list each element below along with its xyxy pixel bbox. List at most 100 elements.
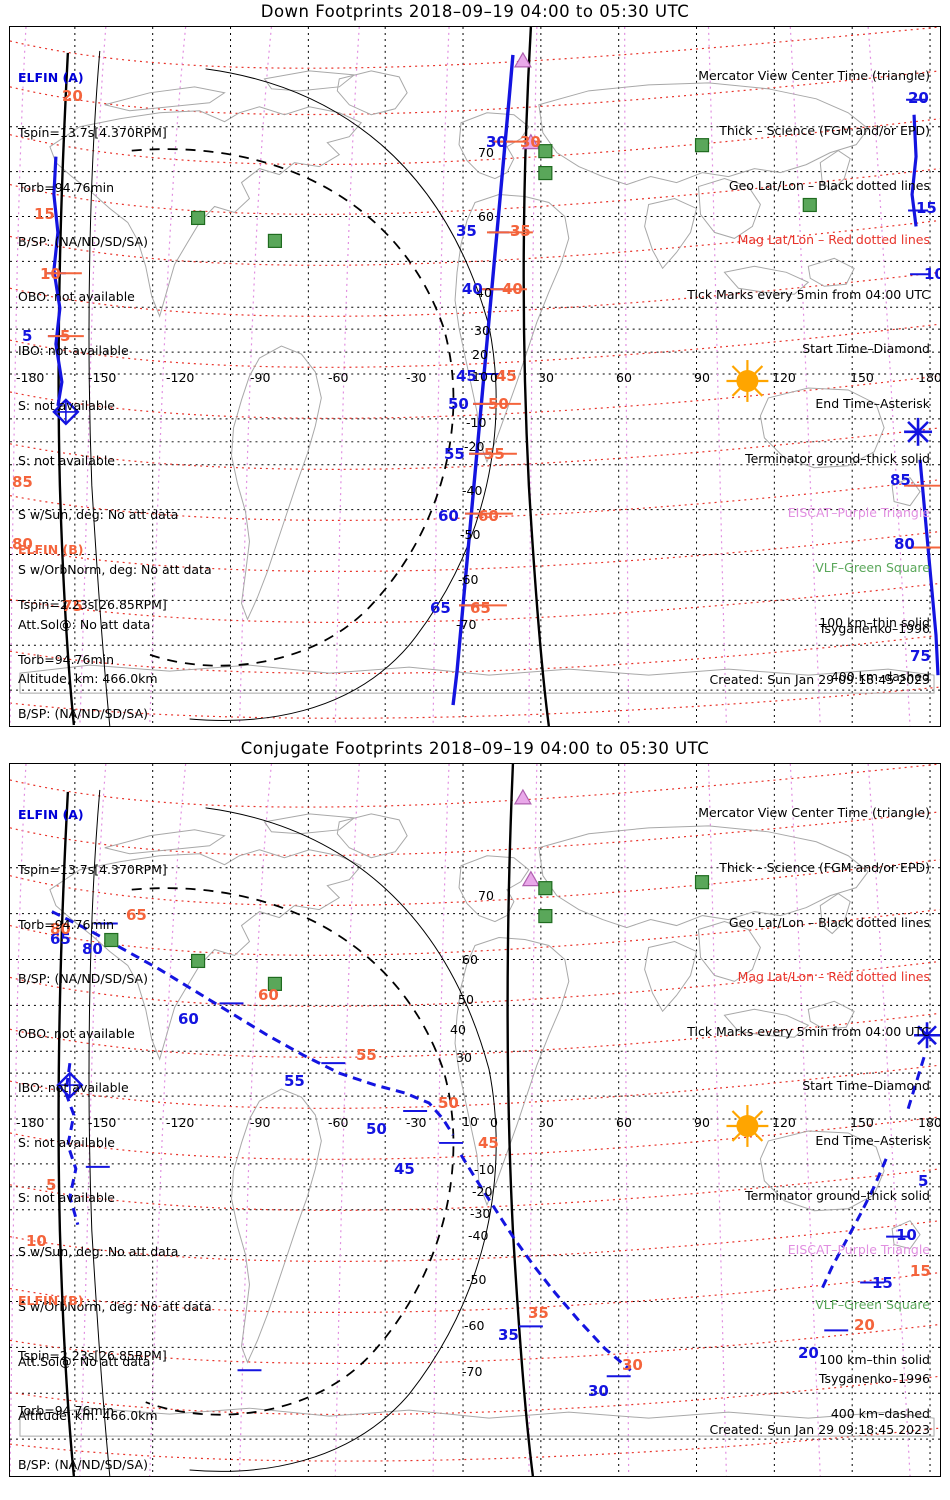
time-tick-blue-10-conj: 10 — [896, 1226, 917, 1244]
lon-label-m90: -90 — [250, 370, 271, 385]
elfin-a-heading: ELFIN (A) — [18, 70, 84, 86]
elfin-b-line-1: Torb=94.76min — [18, 651, 115, 667]
legend-item-7: Terminator ground–thick solid — [745, 450, 930, 466]
start-time-diamond-marker-conj — [56, 1071, 84, 1099]
elfin-a-line-8: S w/OrbNorm, deg: No att data — [18, 561, 212, 577]
lon-label-120: 120 — [772, 370, 796, 385]
elfin-a-heading-conj: ELFIN (A) — [18, 807, 84, 823]
time-tick-blue-65: 65 — [430, 599, 451, 617]
legend-item-5: Start Time–Diamond — [802, 341, 930, 357]
legend-conj-item-10: 100 km–thin solid — [819, 1351, 930, 1367]
time-tick-red-15-conj: 15 — [910, 1262, 931, 1280]
lat-label-60: 60 — [478, 209, 494, 224]
legend-conj-item-4: Tick Marks every 5min from 04:00 UTC — [687, 1023, 930, 1039]
time-tick-blue-35-conj: 35 — [498, 1326, 519, 1344]
lon-label-30-conj: 30 — [538, 1115, 554, 1130]
lon-label-m30-conj: -30 — [406, 1115, 427, 1130]
legend-conj-item-1: Thick – Science (FGM and/or EPD) — [719, 860, 930, 876]
lat-label-50-conj: 50 — [458, 992, 474, 1007]
time-tick-red-60: 60 — [478, 507, 499, 525]
lat-label-m70: -70 — [456, 617, 477, 632]
eiscat-purple-triangle — [513, 51, 540, 150]
legend-item-11: 400 km–dashed — [830, 669, 930, 685]
elfin-a-conj-line-7: S w/Sun, deg: No att data — [18, 1244, 179, 1260]
time-tick-red-85: 85 — [12, 473, 33, 491]
terminator-ground-conj — [57, 764, 535, 1476]
lat-label-40-conj: 40 — [450, 1022, 466, 1037]
lon-label-90: 90 — [694, 370, 710, 385]
time-tick-blue-5: 5 — [22, 327, 33, 345]
legend-conj-item-6: End Time–Asterisk — [815, 1133, 930, 1149]
lon-label-90-conj: 90 — [694, 1115, 710, 1130]
time-tick-red-55: 55 — [484, 445, 505, 463]
lon-label-180-conj: 180 — [918, 1115, 941, 1130]
time-tick-blue-40: 40 — [462, 280, 483, 298]
time-tick-blue-55-conj: 55 — [284, 1072, 305, 1090]
footer-conj-model: Tsyganenko–1996 — [818, 1371, 930, 1386]
legend-item-9: VLF–Green Square — [815, 559, 930, 575]
time-tick-red-45-conj: 45 — [478, 1134, 499, 1152]
lon-label-m150-conj: -150 — [88, 1115, 117, 1130]
elfin-b-heading: ELFIN (B) — [18, 542, 84, 558]
lat-label-40: 40 — [476, 285, 492, 300]
lon-label-0-conj: 0 — [490, 1115, 498, 1130]
footer-block-conj: Tsyganenko–1996 Created: Sun Jan 29 09:1… — [710, 1336, 930, 1472]
lon-label-m60: -60 — [328, 370, 349, 385]
elfin-a-conj-line-0: Tspin=13.7s[4.370RPM] — [18, 862, 167, 878]
lat-label-m20: -20 — [464, 439, 485, 454]
time-tick-red-50-conj: 50 — [438, 1094, 459, 1112]
terminator-100km-conj — [88, 789, 497, 1476]
panel-conjugate-map-frame: 70 60 50 40 30 10 -10 -20 -30 -40 -50 -6… — [9, 763, 941, 1477]
lat-label-m50-conj: -50 — [466, 1272, 487, 1287]
elfin-a-line-2: B/SP: (NA/ND/SD/SA) — [18, 234, 148, 250]
time-tick-blue-30: 30 — [486, 133, 507, 151]
time-tick-red-20: 20 — [62, 87, 83, 105]
legend-item-1: Thick – Science (FGM and/or EPD) — [719, 123, 930, 139]
time-tick-blue-15r: 15 — [916, 199, 937, 217]
time-tick-red-55-conj: 55 — [356, 1046, 377, 1064]
lon-label-60: 60 — [616, 370, 632, 385]
time-tick-marks-conj — [85, 922, 911, 1378]
legend-conj-item-11: 400 km–dashed — [830, 1406, 930, 1422]
time-tick-red-10-conj: 10 — [26, 1232, 47, 1250]
lat-label-60-conj: 60 — [462, 952, 478, 967]
time-tick-red-15: 15 — [34, 205, 55, 223]
time-tick-red-5-conj: 5 — [46, 1176, 57, 1194]
time-tick-blue-20-conj: 20 — [798, 1344, 819, 1362]
time-tick-blue-50: 50 — [448, 395, 469, 413]
lat-label-m60: -60 — [458, 572, 479, 587]
mag-longitude-lines-conj — [10, 764, 911, 1476]
elfin-a-conj-line-2: B/SP: (NA/ND/SD/SA) — [18, 971, 148, 987]
legend-conj-item-0: Mercator View Center Time (triangle) — [698, 805, 930, 821]
footer-conj-created: Created: Sun Jan 29 09:18:45 2023 — [709, 1422, 930, 1437]
legend-conj-item-8: EISCAT–Purple Triangle — [787, 1242, 930, 1258]
elfin-a-line-4: IBO: not available — [18, 343, 129, 359]
terminator-400km-conj — [131, 887, 455, 1416]
lat-label-m10-conj: -10 — [474, 1162, 495, 1177]
sun-marker — [726, 360, 769, 402]
time-tick-red-80: 80 — [12, 535, 33, 553]
lat-label-m50: -50 — [460, 527, 481, 542]
footer-created: Created: Sun Jan 29 09:18:45 2023 — [709, 672, 930, 687]
time-tick-blue-60-conj: 60 — [178, 1010, 199, 1028]
time-tick-red-60-conj: 60 — [258, 986, 279, 1004]
footer-model: Tsyganenko–1996 — [818, 621, 930, 636]
start-time-diamond-marker — [52, 398, 80, 426]
time-tick-blue-55: 55 — [444, 445, 465, 463]
time-tick-red-45: 45 — [496, 367, 517, 385]
elfin-a-info-block-down: ELFIN (A) Tspin=13.7s[4.370RPM] Torb=94.… — [18, 33, 212, 725]
elfin-a-conj-line-10: Altitude, km: 466.0km — [18, 1408, 158, 1424]
elfin-a-line-9: Att.Sol@: No att data — [18, 616, 151, 632]
panel-down-footprints: Down Footprints 2018–09–19 04:00 to 05:3… — [9, 2, 941, 727]
time-tick-blue-30-conj: 30 — [588, 1382, 609, 1400]
time-tick-blue-60: 60 — [438, 507, 459, 525]
time-tick-red-35-conj: 35 — [528, 1304, 549, 1322]
lon-label-m90-conj: -90 — [250, 1115, 271, 1130]
panel-down-map — [10, 27, 940, 726]
legend-item-3: Mag Lat/Lon – Red dotted lines — [737, 232, 930, 248]
elfin-a-line-6: S: not available — [18, 452, 115, 468]
elfin-b-heading-conj: ELFIN (B) — [18, 1293, 84, 1309]
lon-label-150: 150 — [850, 370, 874, 385]
time-tick-red-50: 50 — [488, 395, 509, 413]
time-tick-blue-80-conj: 80 — [82, 940, 103, 958]
